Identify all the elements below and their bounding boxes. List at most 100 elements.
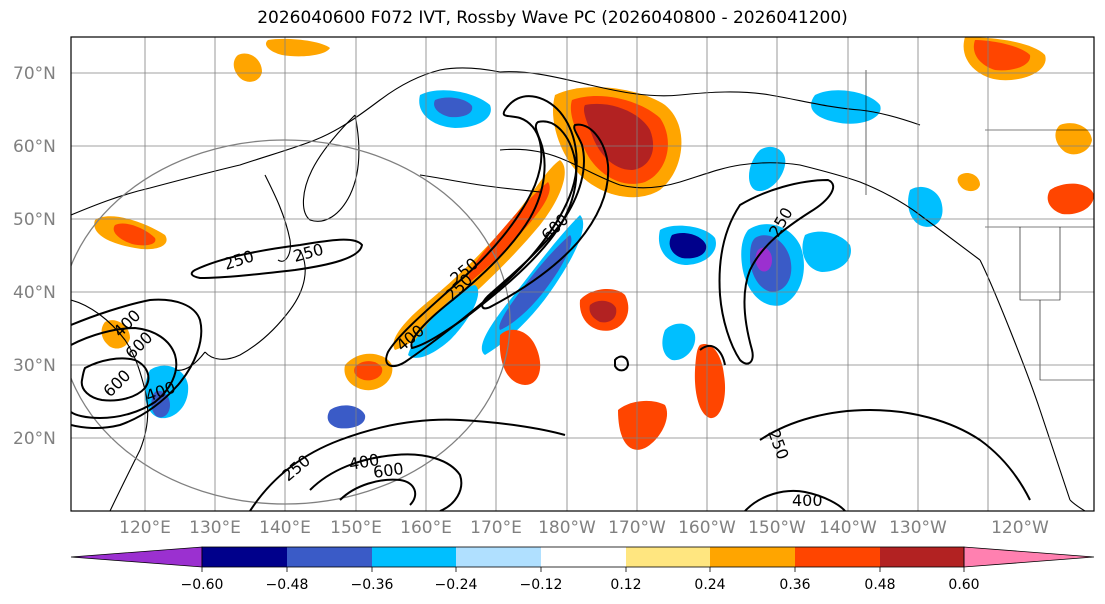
- lon-label-140e: 140°E: [259, 518, 311, 538]
- lat-axis: 70°N 60°N 50°N 40°N 30°N 20°N: [13, 64, 56, 449]
- coastline-north-america-west: [979, 259, 1071, 501]
- lon-label-130e: 130°E: [189, 518, 241, 538]
- colorbar-tick-label-1: −0.60: [181, 577, 224, 593]
- colorbar-tick-label-10: 0.60: [948, 577, 979, 593]
- contour-165w: [699, 345, 726, 366]
- contour-jet-400: [410, 120, 578, 350]
- positive-blob-155w: [694, 344, 726, 419]
- positive-blob-pacific-nw: [957, 173, 980, 192]
- coastline-alaska-south: [499, 148, 981, 261]
- lon-axis: 120°E 130°E 140°E 150°E 160°E 170°E 180°…: [119, 518, 1049, 538]
- lat-label-30n: 30°N: [13, 356, 56, 376]
- ivt-contours: [71, 95, 1031, 511]
- colorbar-tick-label-4: −0.24: [435, 577, 478, 593]
- lon-label-140w: 140°W: [819, 518, 877, 538]
- positive-blob-170w-core: [589, 300, 617, 323]
- negative-blob-gulf: [802, 231, 851, 272]
- colorbar-frame: [201, 546, 965, 568]
- contour-hawaii-250: [759, 408, 1031, 501]
- lon-label-150w: 150°W: [748, 518, 806, 538]
- plot-area: 250 250 400 600 250 250 600 400 250 400 …: [71, 37, 1094, 511]
- contour-tropical-600: [339, 478, 417, 506]
- contour-japan-600: [80, 357, 150, 402]
- contour-tropical-400: [309, 453, 463, 511]
- lon-label-120e: 120°E: [119, 518, 171, 538]
- negative-blob-bering-core: [434, 97, 473, 118]
- colorbar-tick-label-3: −0.36: [351, 577, 394, 593]
- lat-label-60n: 60°N: [13, 137, 56, 157]
- colorbar-tick-label-8: 0.36: [779, 577, 810, 593]
- positive-blob-175w: [499, 329, 541, 385]
- positive-band-jet-core: [468, 182, 550, 282]
- positive-blob-west-pacific-core: [354, 361, 383, 381]
- plot-frame: [70, 36, 1095, 512]
- contour-gulf-250: [718, 178, 835, 365]
- negative-blob-160w-core: [669, 233, 707, 259]
- colorbar-tick-label-6: 0.12: [610, 577, 641, 593]
- contour-jet-600: [481, 123, 610, 310]
- negative-blob-canada: [811, 90, 881, 124]
- coastline-alaska: [499, 71, 921, 126]
- negative-band-jet-core: [499, 235, 572, 330]
- radius-circle: [71, 139, 511, 505]
- negative-blob-165w: [662, 323, 696, 361]
- border-us-states-2: [1039, 300, 1094, 381]
- contour-japan-250: [71, 298, 203, 429]
- coastline-mexico: [1069, 499, 1086, 511]
- positive-blob-canada-east2: [1055, 123, 1092, 155]
- lon-label-160w: 160°W: [678, 518, 736, 538]
- colorbar-extend-low: [70, 546, 203, 568]
- lon-label-180w: 180°W: [538, 518, 596, 538]
- coastline-okhotsk-sakhalin: [264, 174, 291, 262]
- lat-label-70n: 70°N: [13, 64, 56, 84]
- positive-blob-okhotsk: [265, 38, 330, 57]
- contour-jet-outer: [385, 95, 578, 368]
- colorbar-bin-5: [541, 547, 626, 567]
- colorbar-tick-label-2: −0.48: [266, 577, 309, 593]
- colorbar: −0.60 −0.48 −0.36 −0.24 −0.12 0.12 0.24 …: [70, 546, 1095, 593]
- borders: [865, 70, 1094, 381]
- colorbar-bin-9: [880, 547, 964, 567]
- lon-label-170w: 170°W: [608, 518, 666, 538]
- contour-central-small: [614, 355, 630, 372]
- negative-blob-bc-coast: [908, 186, 943, 227]
- map-title: 2026040600 F072 IVT, Rossby Wave PC (202…: [257, 8, 848, 28]
- colorbar-bin-2: [287, 547, 372, 567]
- colorbar-bin-4: [456, 547, 541, 567]
- lat-label-20n: 20°N: [13, 429, 56, 449]
- colorbar-ticks: [201, 567, 965, 572]
- lon-label-130w: 130°W: [889, 518, 947, 538]
- colorbar-bin-6: [626, 547, 710, 567]
- contour-kuroshio-250: [190, 238, 364, 280]
- colorbar-bin-8: [795, 547, 880, 567]
- positive-blob-kamchatka: [233, 53, 262, 82]
- colorbar-bin-3: [372, 547, 456, 567]
- gridlines: [71, 37, 1094, 511]
- colorbar-tick-label-5: −0.12: [520, 577, 563, 593]
- lat-label-50n: 50°N: [13, 210, 56, 230]
- negative-blob-alaska-coast: [748, 146, 786, 192]
- positive-anomaly-alaska-peak: [583, 103, 654, 170]
- positive-blob-canada-east: [1047, 183, 1094, 215]
- coastline-aleutians: [419, 174, 541, 193]
- negative-band-west: [408, 285, 479, 358]
- coastline-kamchatka: [302, 114, 360, 222]
- contour-tropical-250: [249, 418, 566, 511]
- colorbar-extend-high: [963, 546, 1095, 568]
- lon-label-150e: 150°E: [330, 518, 382, 538]
- contour-japan-400: [71, 326, 178, 420]
- colorbar-bin-1: [202, 547, 287, 567]
- positive-blob-japan-east: [101, 320, 130, 349]
- lon-label-120w: 120°W: [991, 518, 1049, 538]
- colorbar-tick-label-7: 0.24: [694, 577, 725, 593]
- colorbar-tick-label-9: 0.48: [864, 577, 895, 593]
- positive-blob-160w: [618, 400, 668, 450]
- lon-label-170e: 170°E: [470, 518, 522, 538]
- colorbar-bin-7: [710, 547, 795, 567]
- contour-hawaii-400: [744, 489, 846, 511]
- lon-label-160e: 160°E: [400, 518, 452, 538]
- contour-label-400-hawaii: 400: [792, 491, 823, 510]
- contour-label-600-tropical: 600: [372, 459, 405, 482]
- lat-label-40n: 40°N: [13, 283, 56, 303]
